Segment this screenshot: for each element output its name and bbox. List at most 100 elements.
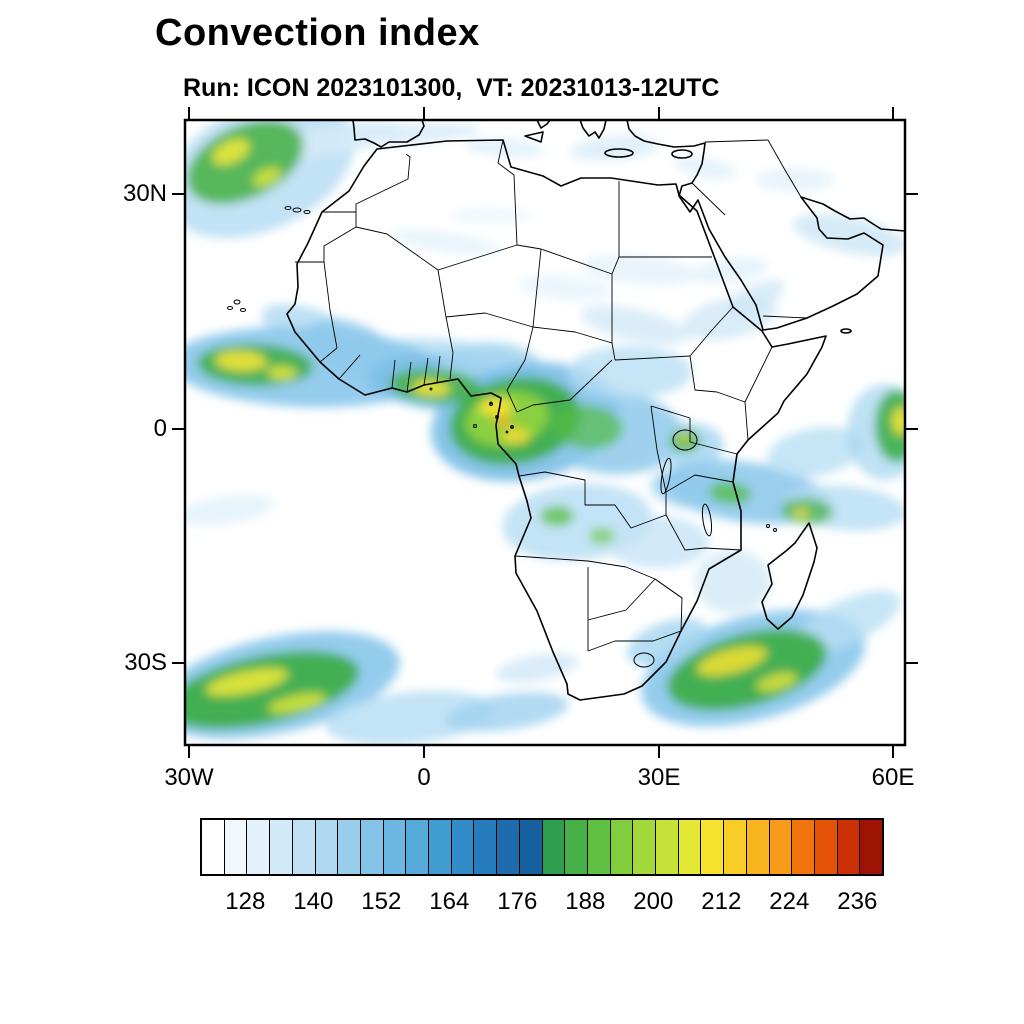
country-border [762, 315, 808, 319]
colorbar-cell [632, 820, 656, 874]
colorbar-tick-label: 140 [293, 888, 334, 915]
country-border [319, 347, 338, 363]
country-border [355, 226, 518, 271]
country-border [506, 248, 542, 391]
country-border [614, 355, 691, 361]
colorbar-cell [859, 820, 883, 874]
lake-victoria [672, 429, 698, 451]
convection-cell [215, 350, 267, 372]
country-border [295, 212, 357, 263]
lakes [633, 429, 713, 668]
colorbar-tick-label: 200 [633, 888, 674, 915]
country-border [767, 139, 802, 198]
country-border [665, 514, 742, 551]
canary-islands [284, 206, 292, 210]
convection-cell [581, 305, 689, 345]
colorbar-cell [269, 820, 292, 874]
canary-islands [303, 210, 311, 214]
colorbar-cell [428, 820, 451, 874]
colorbar-tick-label: 236 [837, 888, 878, 915]
colorbar-cell [655, 820, 678, 874]
country-border [532, 326, 613, 344]
country-border [506, 359, 613, 413]
country-border [391, 359, 396, 389]
sao-tome-island [473, 424, 477, 428]
lake-malawi [701, 503, 713, 537]
country-border [323, 261, 338, 349]
x-axis-tick-label: 60E [871, 764, 915, 791]
country-border [689, 441, 738, 455]
convection-cell [267, 365, 297, 381]
country-border [497, 139, 518, 246]
convection-cell [267, 692, 327, 714]
graticule-ticks [172, 107, 918, 758]
country-border [614, 504, 667, 529]
colorbar-tick-label: 164 [429, 888, 470, 915]
convection-cell [875, 390, 905, 462]
crete-island [604, 148, 634, 158]
colorbar-tick-label: 188 [565, 888, 606, 915]
colorbar-cell [700, 820, 724, 874]
colorbar-cell [768, 820, 792, 874]
convection-cell [673, 156, 737, 180]
convection-cell [677, 435, 691, 443]
convection-shading [185, 120, 905, 745]
country-border [665, 474, 734, 493]
country-border [691, 182, 726, 216]
convection-cell [580, 255, 700, 285]
y-axis-tick-label: 0 [153, 415, 167, 442]
colorbar-cell [745, 820, 769, 874]
country-border [689, 306, 734, 357]
convection-cell [682, 296, 778, 340]
convection-cell [792, 508, 810, 518]
x-axis-tick-label: 30W [164, 764, 214, 791]
greece-coastline [579, 120, 607, 139]
iberia-coastline [352, 120, 425, 148]
colorbar-cell [586, 820, 610, 874]
convection-cell [340, 122, 480, 146]
country-border [650, 405, 667, 515]
convection-cell [667, 629, 827, 711]
convection-cell [185, 494, 275, 526]
convection-cell [892, 407, 905, 435]
socotra-island [840, 328, 852, 334]
x-axis-tick-label: 30E [637, 764, 681, 791]
chart-title: Convection index [155, 12, 480, 54]
convection-cell [185, 650, 360, 730]
country-borders [295, 139, 808, 652]
convection-cell [709, 481, 751, 505]
convection-cell [304, 318, 396, 378]
madagascar-coastline [761, 522, 818, 630]
country-border [689, 355, 746, 403]
country-border [338, 354, 361, 380]
colorbar-tick-label: 128 [225, 888, 266, 915]
convection-max-dot [510, 425, 514, 429]
country-border [322, 153, 411, 213]
country-border [704, 139, 769, 143]
country-border [436, 355, 441, 383]
middle-east-coastline [626, 120, 905, 331]
sicily-island [524, 131, 544, 143]
colorbar-cell [723, 820, 746, 874]
convection-cell [767, 426, 863, 478]
country-border [423, 357, 429, 386]
colorbar-cell [836, 820, 860, 874]
convection-cell [495, 416, 511, 426]
convection-cell [551, 404, 623, 450]
colorbar-cell [223, 820, 247, 874]
convection-cell [626, 618, 708, 666]
convection-cell [695, 550, 771, 614]
chart-subtitle: Run: ICON 2023101300, VT: 20231013-12UTC [183, 74, 720, 102]
convection-cell [540, 506, 574, 526]
y-axis-tick-label: 30S [124, 649, 167, 676]
small-islands [227, 206, 777, 532]
convection-cell [793, 213, 905, 257]
convection-cell [325, 690, 495, 745]
colorbar-cell [541, 820, 565, 874]
colorbar-cell [813, 820, 837, 874]
colorbar-cell [564, 820, 587, 874]
cape-verde-islands [233, 299, 241, 305]
cyprus-island [671, 149, 693, 159]
country-border [587, 578, 656, 621]
